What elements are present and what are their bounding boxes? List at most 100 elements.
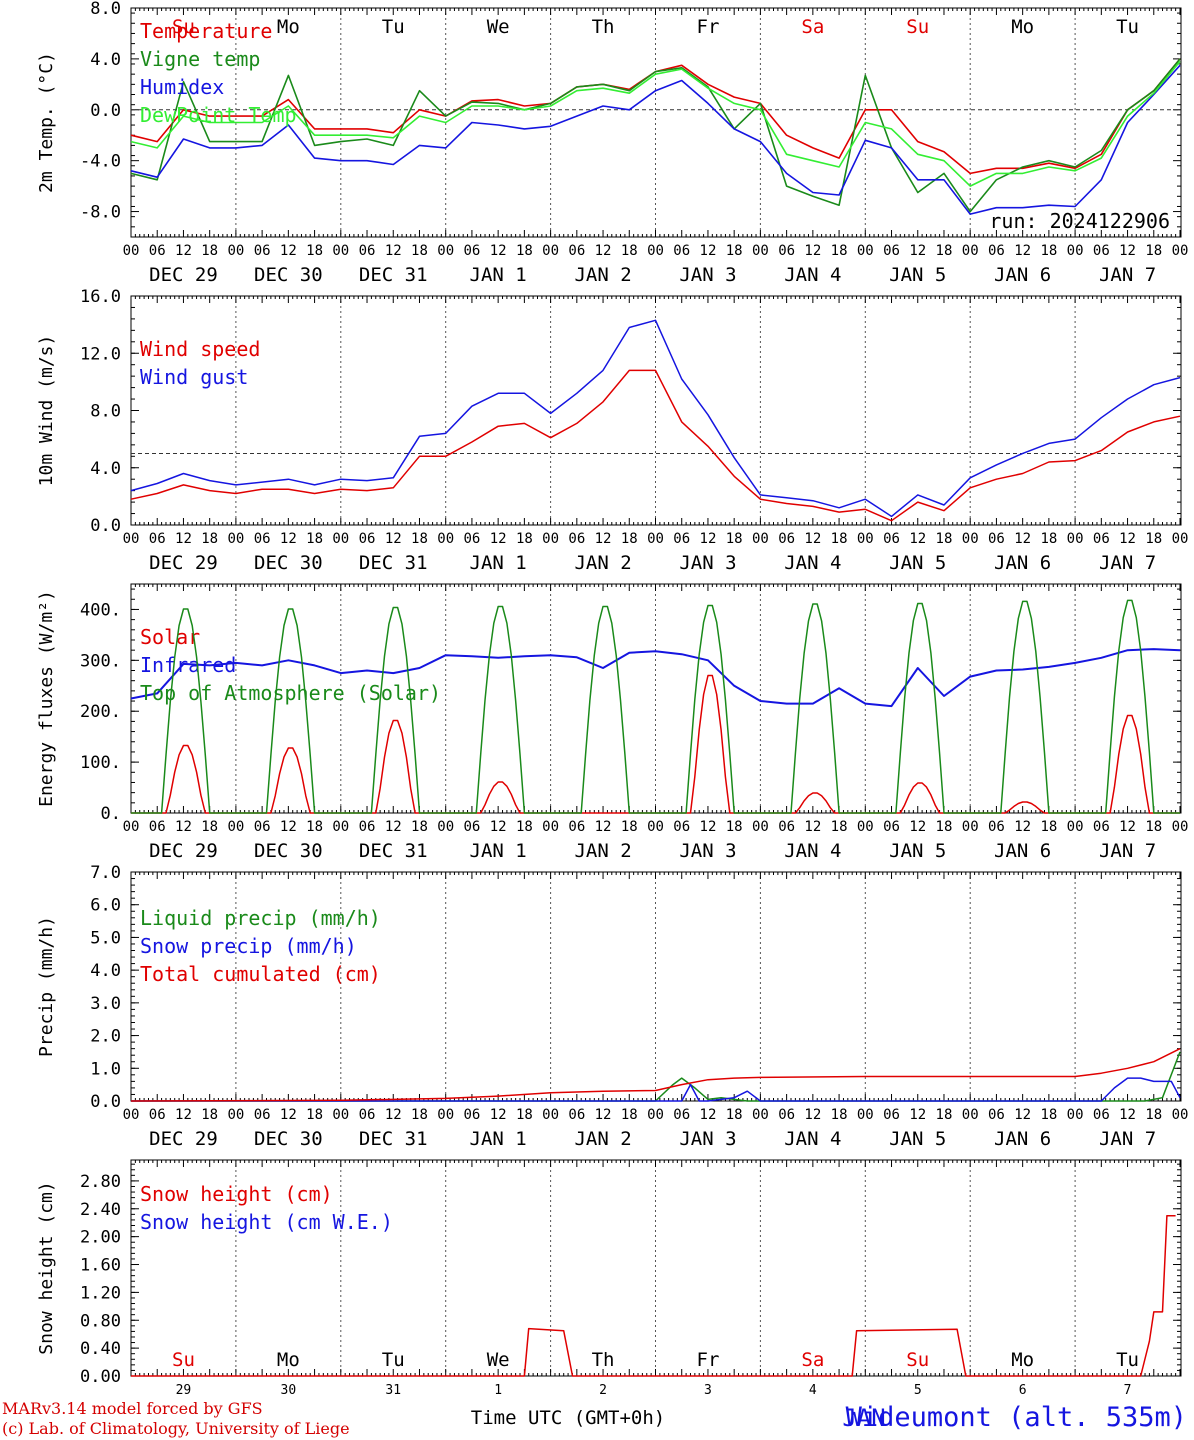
day-number: 29 (176, 1383, 192, 1398)
date-label: DEC 31 (359, 1128, 428, 1150)
hour-label: 12 (385, 243, 402, 259)
date-label: JAN 2 (574, 264, 631, 286)
hour-label: 00 (752, 1107, 769, 1123)
hour-label: 12 (804, 1107, 821, 1123)
y-tick-label: 2.40 (80, 1200, 121, 1220)
date-label: DEC 30 (254, 840, 323, 862)
weekday-label: We (487, 1349, 510, 1371)
hour-label: 18 (411, 1107, 428, 1123)
hour-label: 06 (988, 243, 1005, 259)
lab-credit: (c) Lab. of Climatology, University of L… (2, 1419, 350, 1438)
hour-label: 18 (411, 531, 428, 547)
hour-label: 18 (1145, 1107, 1162, 1123)
model-credit: MARv3.14 model forced by GFS (2, 1399, 263, 1418)
hour-label: 12 (804, 819, 821, 835)
hour-label: 00 (123, 819, 140, 835)
hour-label: 06 (988, 819, 1005, 835)
y-tick-label: 2.80 (80, 1172, 121, 1192)
y-tick-label: 0.0 (90, 101, 121, 121)
hour-label: 18 (936, 243, 953, 259)
hour-label: 00 (332, 1107, 349, 1123)
series-snow-precip-mm-h- (131, 1077, 1181, 1102)
weekday-label: Su (906, 1349, 929, 1371)
hour-label: 18 (516, 531, 533, 547)
hour-label: 00 (857, 243, 874, 259)
hour-label: 00 (857, 531, 874, 547)
hour-label: 06 (883, 243, 900, 259)
hour-label: 06 (568, 819, 585, 835)
hour-label: 06 (463, 243, 480, 259)
hour-label: 06 (463, 531, 480, 547)
hour-label: 12 (909, 531, 926, 547)
weekday-label: Tu (382, 16, 405, 38)
y-tick-label: 5.0 (90, 928, 121, 948)
date-label: DEC 29 (149, 1128, 218, 1150)
hour-label: 18 (1040, 531, 1057, 547)
hour-label: 12 (490, 243, 507, 259)
series-infrared (130, 648, 1181, 708)
hour-label: 12 (1119, 1107, 1136, 1123)
panel-snow: 2.80 2.40 2.00 1.60 1.20 0.80 0.40 0.00 Snow hei… (36, 1159, 1187, 1433)
hour-label: 00 (542, 243, 559, 259)
hour-label: 18 (621, 819, 638, 835)
hour-label: 18 (411, 819, 428, 835)
date-label: JAN 4 (784, 264, 841, 286)
hour-label: 12 (490, 531, 507, 547)
hour-label: 18 (306, 531, 323, 547)
hour-label: 12 (1014, 819, 1031, 835)
date-label: JAN 7 (1099, 1128, 1156, 1150)
panel-wind: 16.0 12.0 8.0 4.0 0.0 10m Wind (m/s) 00 06 12 18 0… (36, 287, 1188, 574)
date-label: JAN 3 (679, 264, 736, 286)
hour-label: 00 (1172, 243, 1189, 259)
hour-label: 06 (149, 531, 166, 547)
y-tick-label: 16.0 (80, 287, 121, 307)
date-label: JAN 7 (1099, 264, 1156, 286)
hour-label: 06 (673, 243, 690, 259)
hour-label: 00 (857, 819, 874, 835)
hour-label: 18 (1040, 1107, 1057, 1123)
y-tick-label: 400. (80, 600, 121, 620)
hour-label: 00 (227, 531, 244, 547)
hour-label: 00 (123, 1107, 140, 1123)
y-tick-label: 7.0 (90, 863, 121, 883)
y-tick-label: 0.80 (80, 1311, 121, 1331)
day-number: 5 (914, 1383, 922, 1398)
hour-label: 06 (149, 819, 166, 835)
hour-label: 06 (568, 243, 585, 259)
date-label: JAN 7 (1099, 552, 1156, 574)
hour-label: 00 (542, 819, 559, 835)
legend-label: Infrared (140, 653, 236, 677)
hour-label: 18 (201, 819, 218, 835)
series-dewpoint-temp (130, 60, 1181, 187)
hour-label: 12 (280, 531, 297, 547)
weekday-label: We (487, 16, 510, 38)
hour-label: 00 (123, 243, 140, 259)
hour-label: 06 (1093, 819, 1110, 835)
run-label: run: 2024122906 (989, 209, 1170, 233)
legend-label: Snow height (cm W.E.) (140, 1210, 393, 1234)
hour-label: 06 (463, 819, 480, 835)
hour-label: 06 (359, 243, 376, 259)
y-axis-label: Energy fluxes (W/m²) (36, 590, 57, 807)
date-label: JAN 1 (470, 552, 527, 574)
y-tick-label: 4.0 (90, 961, 121, 981)
hour-label: 18 (621, 531, 638, 547)
weekday-label: Tu (1116, 1349, 1139, 1371)
hour-label: 18 (726, 531, 743, 547)
hour-label: 00 (332, 243, 349, 259)
hour-label: 12 (595, 243, 612, 259)
series-wind-gust (130, 319, 1181, 518)
date-label: DEC 31 (359, 552, 428, 574)
hour-label: 00 (962, 243, 979, 259)
hour-label: 00 (1067, 819, 1084, 835)
hour-label: 18 (936, 531, 953, 547)
hour-label: 00 (1067, 243, 1084, 259)
hour-label: 18 (831, 1107, 848, 1123)
hour-label: 00 (752, 819, 769, 835)
weekday-label: Tu (1116, 16, 1139, 38)
hour-label: 18 (936, 1107, 953, 1123)
legend-label: Liquid precip (mm/h) (140, 906, 381, 930)
date-label: JAN 6 (994, 264, 1051, 286)
hour-label: 06 (883, 531, 900, 547)
